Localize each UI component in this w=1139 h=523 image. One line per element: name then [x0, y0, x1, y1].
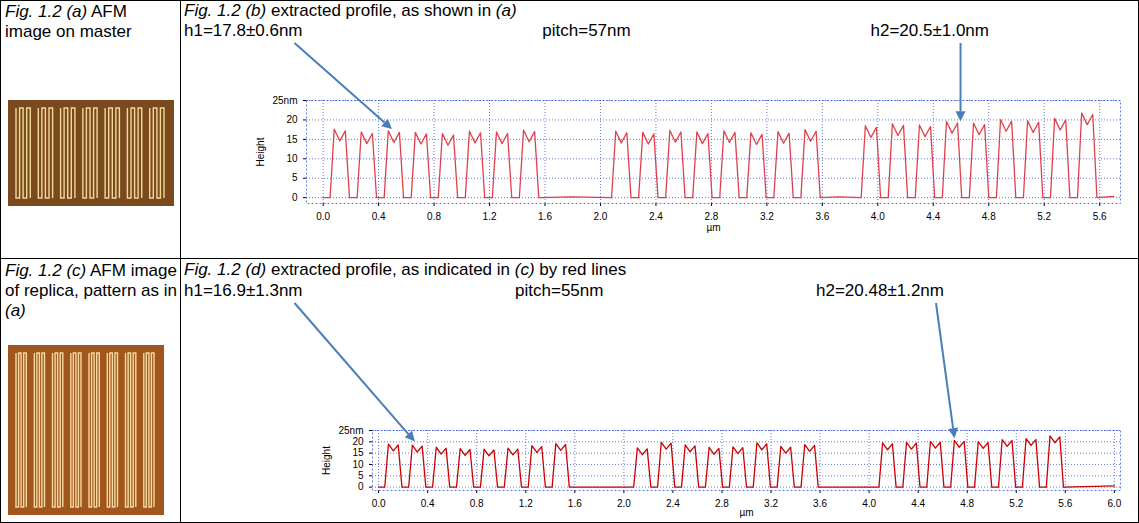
svg-text:10: 10	[286, 153, 298, 164]
html-text:h1=16.9±1.3nm: h1=16.9±1.3nm	[184, 281, 303, 300]
svg-text:1.6: 1.6	[568, 498, 582, 509]
svg-text:10: 10	[352, 459, 364, 470]
svg-text:Height: Height	[255, 137, 266, 166]
svg-text:5.6: 5.6	[1093, 211, 1107, 222]
svg-text:4.4: 4.4	[911, 498, 925, 509]
svg-text:µm: µm	[739, 507, 753, 518]
svg-text:0.4: 0.4	[421, 498, 435, 509]
svg-text:5: 5	[292, 172, 298, 183]
svg-text:1.2: 1.2	[519, 498, 533, 509]
svg-text:6.0: 6.0	[1107, 498, 1121, 509]
svg-text:3.2: 3.2	[764, 498, 778, 509]
html-text:Fig. 1.2 (a) AFM image on mast: Fig. 1.2 (a) AFM image on master	[5, 2, 132, 41]
svg-text:25nm: 25nm	[338, 425, 363, 436]
svg-text:0.0: 0.0	[316, 211, 330, 222]
svg-text:5.6: 5.6	[1058, 498, 1072, 509]
svg-text:2.8: 2.8	[704, 211, 718, 222]
svg-text:4.0: 4.0	[862, 498, 876, 509]
html-text:Fig. 1.2 (d) extracted profile: Fig. 1.2 (d) extracted profile, as indic…	[184, 260, 627, 279]
svg-text:3.6: 3.6	[813, 498, 827, 509]
svg-text:0.0: 0.0	[372, 498, 386, 509]
svg-text:4.0: 4.0	[871, 211, 885, 222]
svg-text:0.8: 0.8	[427, 211, 441, 222]
html-text:pitch=57nm: pitch=57nm	[542, 21, 631, 40]
html-text:h2=20.5±1.0nm: h2=20.5±1.0nm	[870, 21, 989, 40]
svg-text:25nm: 25nm	[272, 95, 297, 106]
html-text:Fig. 1.2 (c) AFM image of repl: Fig. 1.2 (c) AFM image of replica, patte…	[5, 261, 177, 300]
svg-text:5.2: 5.2	[1037, 211, 1051, 222]
svg-text:Height: Height	[321, 446, 332, 475]
svg-text:20: 20	[286, 114, 298, 125]
svg-text:2.0: 2.0	[594, 211, 608, 222]
svg-text:0: 0	[358, 481, 364, 492]
html-text:h1=17.8±0.6nm: h1=17.8±0.6nm	[184, 21, 303, 40]
svg-text:4.4: 4.4	[926, 211, 940, 222]
svg-text:15: 15	[352, 447, 364, 458]
svg-text:0: 0	[292, 192, 298, 203]
svg-text:3.6: 3.6	[815, 211, 829, 222]
html-text:pitch=55nm: pitch=55nm	[515, 281, 604, 300]
svg-text:5: 5	[358, 470, 364, 481]
html-text:h2=20.48±1.2nm: h2=20.48±1.2nm	[816, 281, 944, 300]
svg-text:20: 20	[352, 436, 364, 447]
html-text:(a): (a)	[5, 301, 26, 320]
svg-text:0.8: 0.8	[470, 498, 484, 509]
svg-text:2.4: 2.4	[666, 498, 680, 509]
svg-text:2.4: 2.4	[649, 211, 663, 222]
svg-text:µm: µm	[706, 222, 720, 233]
svg-text:4.8: 4.8	[982, 211, 996, 222]
svg-text:3.2: 3.2	[760, 211, 774, 222]
svg-text:2.8: 2.8	[715, 498, 729, 509]
svg-text:4.8: 4.8	[960, 498, 974, 509]
html-text:Fig. 1.2 (b) extracted profile: Fig. 1.2 (b) extracted profile, as shown…	[184, 1, 517, 20]
svg-text:1.2: 1.2	[483, 211, 497, 222]
svg-text:2.0: 2.0	[617, 498, 631, 509]
svg-text:0.4: 0.4	[372, 211, 386, 222]
svg-text:5.2: 5.2	[1009, 498, 1023, 509]
svg-text:1.6: 1.6	[538, 211, 552, 222]
svg-text:15: 15	[286, 134, 298, 145]
